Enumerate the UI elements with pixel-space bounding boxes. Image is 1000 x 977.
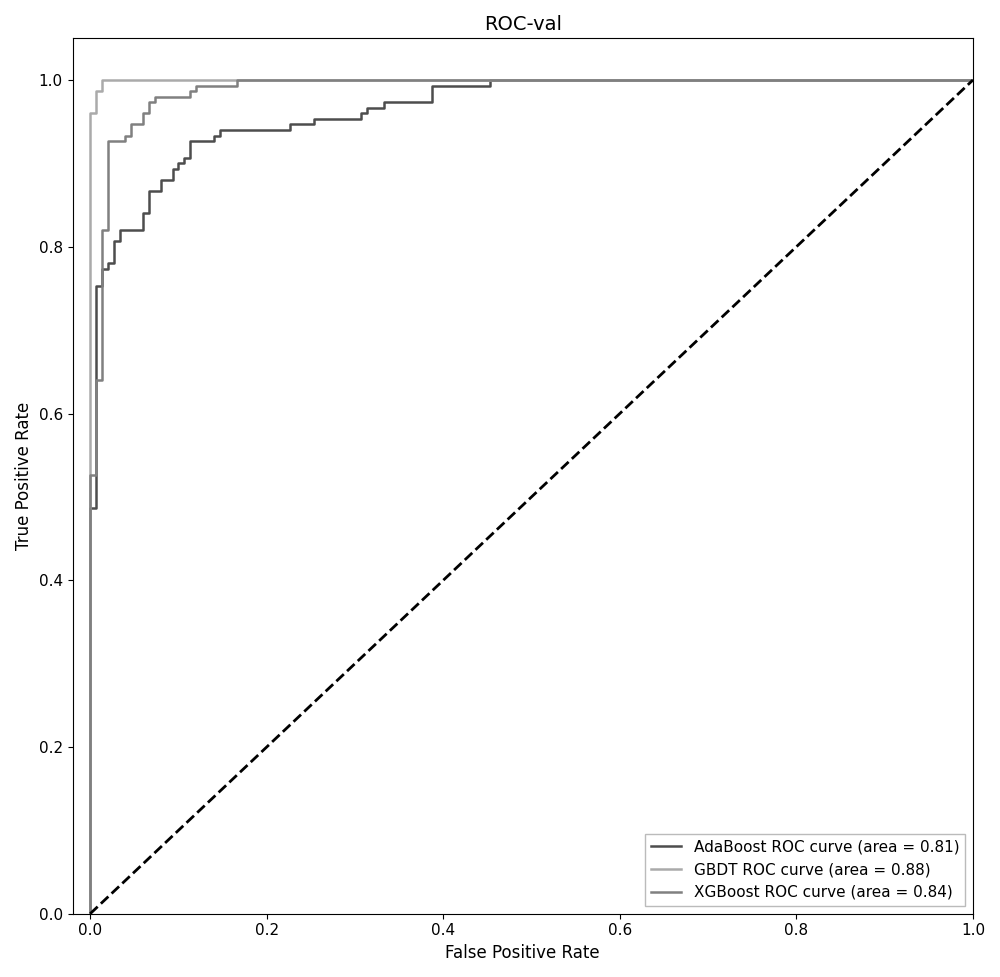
AdaBoost ROC curve (area = 0.81) bbox=[696, 74, 708, 86]
AdaBoost ROC curve (area = 0.81) bbox=[84, 908, 96, 919]
AdaBoost ROC curve (area = 0.81) bbox=[108, 258, 120, 270]
XGBoost ROC curve (area = 0.84) bbox=[96, 246, 108, 258]
GBDT ROC curve (area = 0.88) bbox=[696, 74, 708, 86]
AdaBoost ROC curve (area = 0.81) bbox=[596, 74, 608, 86]
GBDT ROC curve (area = 0.88) bbox=[96, 74, 108, 86]
AdaBoost ROC curve (area = 0.81) bbox=[967, 74, 979, 86]
Line: XGBoost ROC curve (area = 0.84): XGBoost ROC curve (area = 0.84) bbox=[90, 80, 973, 913]
XGBoost ROC curve (area = 0.84) bbox=[102, 196, 114, 208]
AdaBoost ROC curve (area = 0.81) bbox=[131, 225, 143, 236]
AdaBoost ROC curve (area = 0.81) bbox=[484, 74, 496, 86]
XGBoost ROC curve (area = 0.84) bbox=[596, 74, 608, 86]
Title: ROC-val: ROC-val bbox=[484, 15, 562, 34]
XGBoost ROC curve (area = 0.84) bbox=[696, 74, 708, 86]
Line: AdaBoost ROC curve (area = 0.81): AdaBoost ROC curve (area = 0.81) bbox=[90, 80, 973, 913]
Legend: AdaBoost ROC curve (area = 0.81), GBDT ROC curve (area = 0.88), XGBoost ROC curv: AdaBoost ROC curve (area = 0.81), GBDT R… bbox=[645, 833, 965, 906]
GBDT ROC curve (area = 0.88) bbox=[84, 180, 96, 191]
GBDT ROC curve (area = 0.88) bbox=[967, 74, 979, 86]
Line: GBDT ROC curve (area = 0.88): GBDT ROC curve (area = 0.88) bbox=[90, 80, 973, 913]
GBDT ROC curve (area = 0.88) bbox=[84, 235, 96, 247]
XGBoost ROC curve (area = 0.84) bbox=[84, 908, 96, 919]
Y-axis label: True Positive Rate: True Positive Rate bbox=[15, 402, 33, 550]
XGBoost ROC curve (area = 0.84) bbox=[967, 74, 979, 86]
GBDT ROC curve (area = 0.88) bbox=[843, 74, 855, 86]
XGBoost ROC curve (area = 0.84) bbox=[843, 74, 855, 86]
XGBoost ROC curve (area = 0.84) bbox=[231, 74, 243, 86]
GBDT ROC curve (area = 0.88) bbox=[414, 74, 426, 86]
AdaBoost ROC curve (area = 0.81) bbox=[426, 91, 438, 103]
GBDT ROC curve (area = 0.88) bbox=[84, 908, 96, 919]
AdaBoost ROC curve (area = 0.81) bbox=[843, 74, 855, 86]
X-axis label: False Positive Rate: False Positive Rate bbox=[445, 944, 600, 962]
XGBoost ROC curve (area = 0.84) bbox=[414, 74, 426, 86]
GBDT ROC curve (area = 0.88) bbox=[596, 74, 608, 86]
